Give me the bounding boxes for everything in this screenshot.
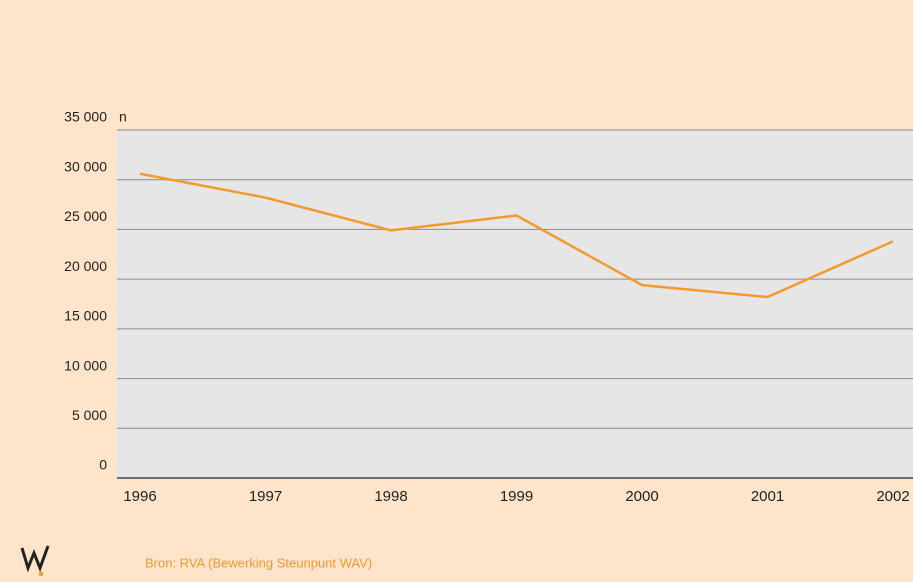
- plot-area: [117, 130, 913, 478]
- x-tick-label: 2001: [751, 488, 784, 505]
- logo: [20, 545, 50, 577]
- y-tick-label: 35 000: [64, 109, 107, 125]
- x-tick-label: 1996: [123, 488, 156, 505]
- logo-dot: [38, 571, 44, 577]
- source: Bron: RVA (Bewerking Steunpunt WAV): [145, 555, 372, 570]
- y-tick-label: 0: [99, 457, 107, 473]
- y-tick-label: 5 000: [72, 407, 107, 423]
- y-tick-label: 25 000: [64, 208, 107, 224]
- x-tick-label: 1997: [249, 488, 282, 505]
- x-tick-label: 1999: [500, 488, 533, 505]
- y-tick-label: 30 000: [64, 158, 107, 174]
- x-tick-label: 2000: [625, 488, 658, 505]
- logo-mark: [20, 545, 50, 573]
- y-tick-label: 20 000: [64, 258, 107, 274]
- y-tick-label: 15 000: [64, 308, 107, 324]
- line-series: [139, 172, 894, 299]
- x-tick-label: 1998: [374, 488, 407, 505]
- x-tick-label: 2002: [876, 488, 909, 505]
- y-tick-label: 10 000: [64, 357, 107, 373]
- y-axis-label: n: [119, 109, 127, 125]
